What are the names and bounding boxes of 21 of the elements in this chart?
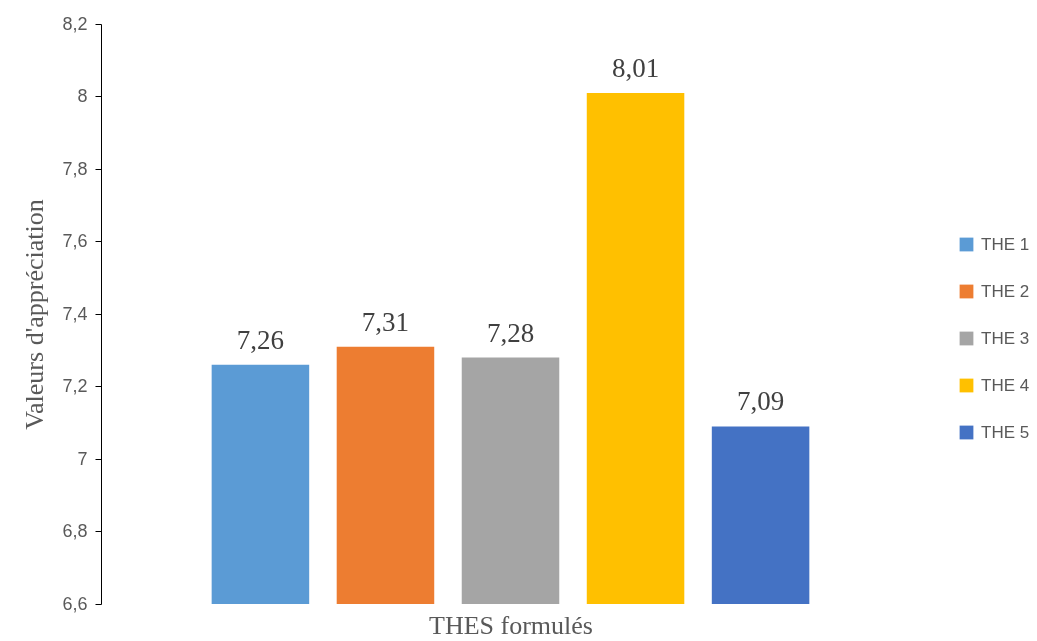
legend-label: THE 1 [981,234,1030,254]
y-tick-label: 6,8 [62,521,88,541]
y-tick-label: 8 [77,86,88,106]
legend-label: THE 3 [981,328,1030,348]
y-axis-title: Valeurs d'appréciation [20,199,50,430]
y-tick-label: 7 [77,448,88,469]
y-tick-label: 7,4 [62,303,88,324]
legend-label: THE 5 [981,422,1030,442]
x-axis-title: THES formulés [429,610,593,640]
y-tick-label: 6,6 [62,593,88,614]
y-tick-label: 7,2 [62,376,88,396]
y-tick-label: 8,2 [62,13,88,34]
data-label: 7,31 [361,306,410,337]
data-label: 7,28 [486,317,535,348]
data-label: 7,09 [736,386,785,417]
data-label: 7,26 [236,324,285,355]
y-tick-label: 7,8 [62,158,88,179]
legend-label: THE 4 [981,375,1030,395]
y-tick-label: 7,6 [62,231,88,251]
data-label: 8,01 [611,52,660,83]
legend-label: THE 2 [981,281,1030,301]
